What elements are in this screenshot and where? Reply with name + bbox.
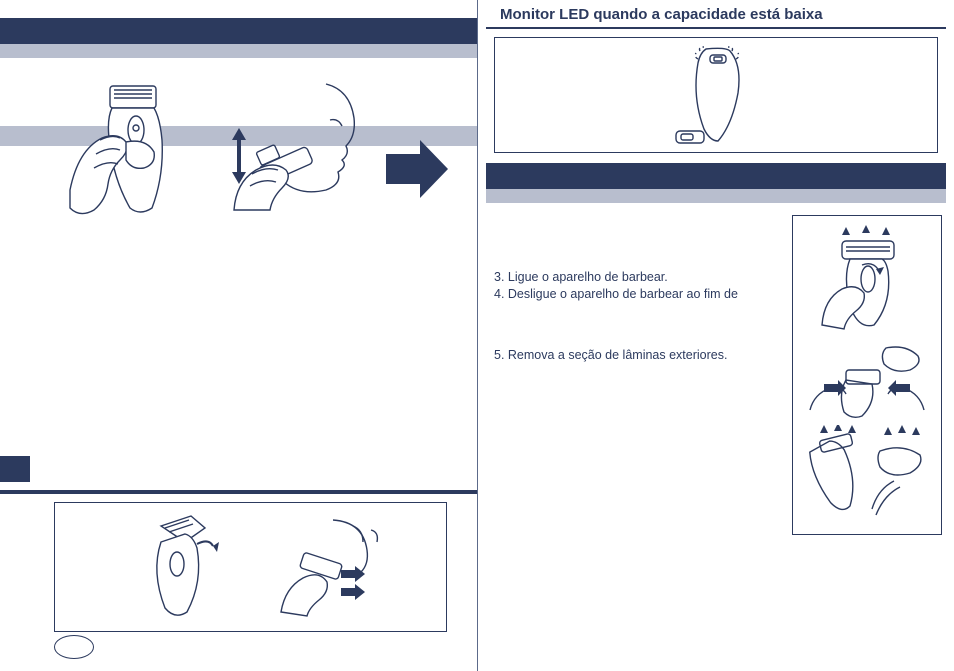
led-cap-icon [675, 130, 705, 144]
step-5-text: 5. Remova a seção de lâminas exteriores. [494, 347, 727, 364]
rinse-parts-illustration [802, 425, 932, 525]
led-header-text: Monitor LED quando a capacidade está bai… [500, 6, 823, 23]
section-bar-light [0, 44, 477, 58]
cleaning-section-header-block [486, 163, 946, 203]
step-4: 4. Desligue o aparelho de barbear ao fim… [494, 286, 738, 303]
hand-shaver-illustration [60, 80, 220, 220]
cleaning-figure-box [792, 215, 942, 535]
step-3-4-text: 3. Ligue o aparelho de barbear. 4. Desli… [494, 269, 738, 303]
cleaning-steps: 3. Ligue o aparelho de barbear. 4. Desli… [490, 215, 946, 545]
thin-divider [0, 490, 477, 494]
usage-figure-area [0, 18, 477, 278]
step-5: 5. Remova a seção de lâminas exteriores. [494, 347, 727, 364]
spacer [0, 0, 477, 18]
section-bar-dark [0, 18, 477, 44]
side-tab [0, 456, 30, 482]
right-column: Monitor LED quando a capacidade está bai… [477, 0, 954, 671]
big-arrow-icon [386, 138, 448, 200]
trimmer-figure-box [54, 502, 447, 632]
trimmer-open-illustration [121, 512, 231, 622]
section-bar-light [486, 189, 946, 203]
page-number-oval [54, 635, 94, 659]
section-bar-dark [486, 163, 946, 189]
led-indicator-figure [494, 37, 938, 153]
rinse-head-illustration [802, 225, 932, 335]
step-3: 3. Ligue o aparelho de barbear. [494, 269, 738, 286]
left-column [0, 0, 477, 671]
led-section-header: Monitor LED quando a capacidade está bai… [486, 0, 946, 29]
face-shaving-illustration [230, 78, 380, 218]
trimmer-sideburn-illustration [271, 512, 381, 622]
remove-foil-illustration [802, 340, 932, 420]
